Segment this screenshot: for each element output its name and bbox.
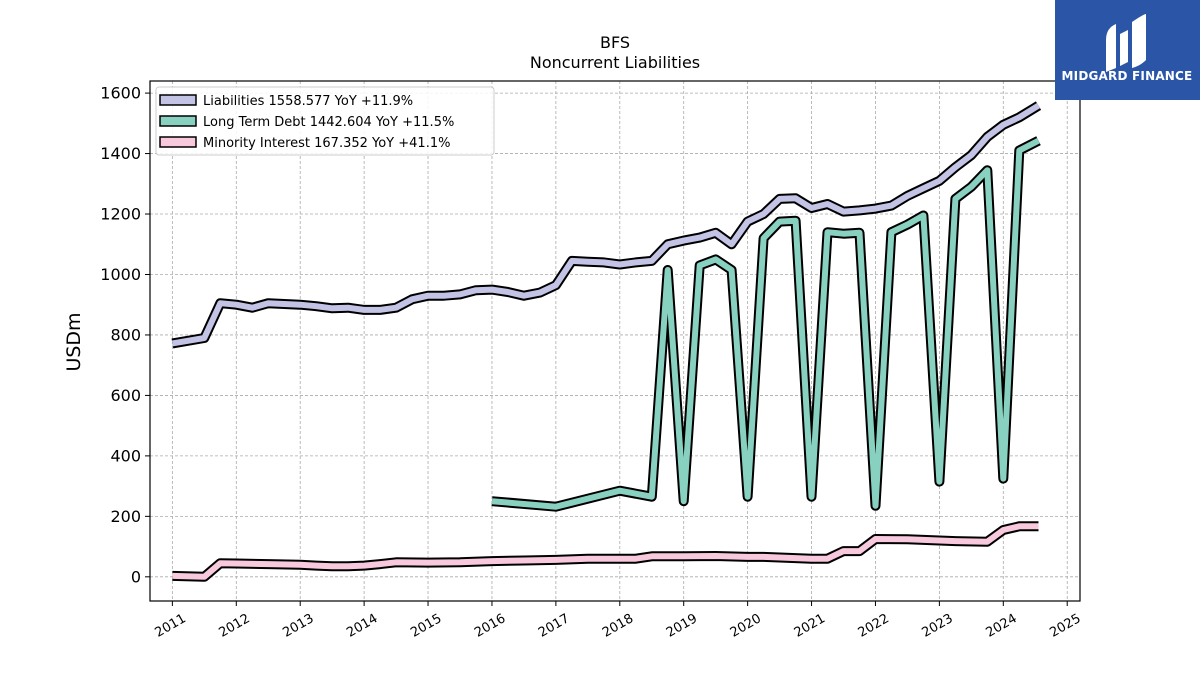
legend-item: Minority Interest 167.352 YoY +41.1% xyxy=(159,136,450,151)
plot-frame xyxy=(149,80,1081,602)
x-tick-label: 2013 xyxy=(280,611,316,641)
legend-item: Long Term Debt 1442.604 YoY +11.5% xyxy=(159,115,454,130)
series-line-outline xyxy=(172,521,1039,582)
chart-title: BFS xyxy=(600,33,630,52)
y-tick-label: 1600 xyxy=(100,84,141,103)
y-tick-label: 1000 xyxy=(100,265,141,284)
x-axis: 2011 2012 2013 2014 2015 2016 2017 2018 2019 2020… xyxy=(153,601,1084,641)
legend-label: Minority Interest 167.352 YoY +41.1% xyxy=(203,136,450,151)
x-tick-label: 2015 xyxy=(408,611,444,641)
series-long-term xyxy=(491,136,1041,512)
series-liabilities-1558.577 xyxy=(171,101,1042,349)
x-tick-label: 2014 xyxy=(344,611,380,641)
y-tick-label: 0 xyxy=(131,567,141,586)
x-tick-label: 2018 xyxy=(600,611,636,641)
y-tick-label: 200 xyxy=(110,507,141,526)
brand-mark-icon xyxy=(1106,14,1146,72)
x-tick-label: 2016 xyxy=(472,611,508,641)
x-tick-label: 2022 xyxy=(856,611,892,641)
y-tick-label: 600 xyxy=(110,386,141,405)
brand-name: MIDGARD FINANCE xyxy=(1062,69,1193,83)
y-axis-label: USDm xyxy=(63,312,85,371)
legend-swatch xyxy=(159,136,197,148)
x-tick-label: 2024 xyxy=(983,611,1019,641)
series-minority-interest xyxy=(172,521,1039,582)
y-tick-label: 1400 xyxy=(100,144,141,163)
y-tick-label: 400 xyxy=(110,446,141,465)
y-tick-label: 1200 xyxy=(100,205,141,224)
legend: Liabilities 1558.577 YoY +11.9% Long Term… xyxy=(155,86,495,156)
series-line xyxy=(491,138,1040,510)
legend-label: Long Term Debt 1442.604 YoY +11.5% xyxy=(203,115,454,130)
x-tick-label: 2019 xyxy=(664,611,700,641)
legend-box xyxy=(155,86,495,156)
y-tick-label: 800 xyxy=(110,325,141,344)
x-tick-label: 2011 xyxy=(153,611,189,641)
legend-item: Liabilities 1558.577 YoY +11.9% xyxy=(159,94,413,109)
series-line xyxy=(172,523,1039,580)
x-tick-label: 2025 xyxy=(1047,611,1083,641)
y-axis: 0 200 400 600 800 1000 1200 1400 1600 xyxy=(100,84,150,586)
legend-swatch xyxy=(159,115,197,127)
series-layer xyxy=(171,101,1042,582)
x-tick-label: 2021 xyxy=(792,611,828,641)
legend-label: Liabilities 1558.577 YoY +11.9% xyxy=(203,94,413,109)
series-line xyxy=(171,103,1041,347)
chart-subtitle: Noncurrent Liabilities xyxy=(530,53,700,72)
legend-swatch xyxy=(159,94,197,106)
x-tick-label: 2017 xyxy=(536,611,572,641)
grid xyxy=(150,81,1080,601)
x-tick-label: 2020 xyxy=(728,611,764,641)
x-tick-label: 2012 xyxy=(216,611,252,641)
x-tick-label: 2023 xyxy=(920,611,956,641)
brand-logo: MIDGARD FINANCE xyxy=(1055,0,1200,100)
